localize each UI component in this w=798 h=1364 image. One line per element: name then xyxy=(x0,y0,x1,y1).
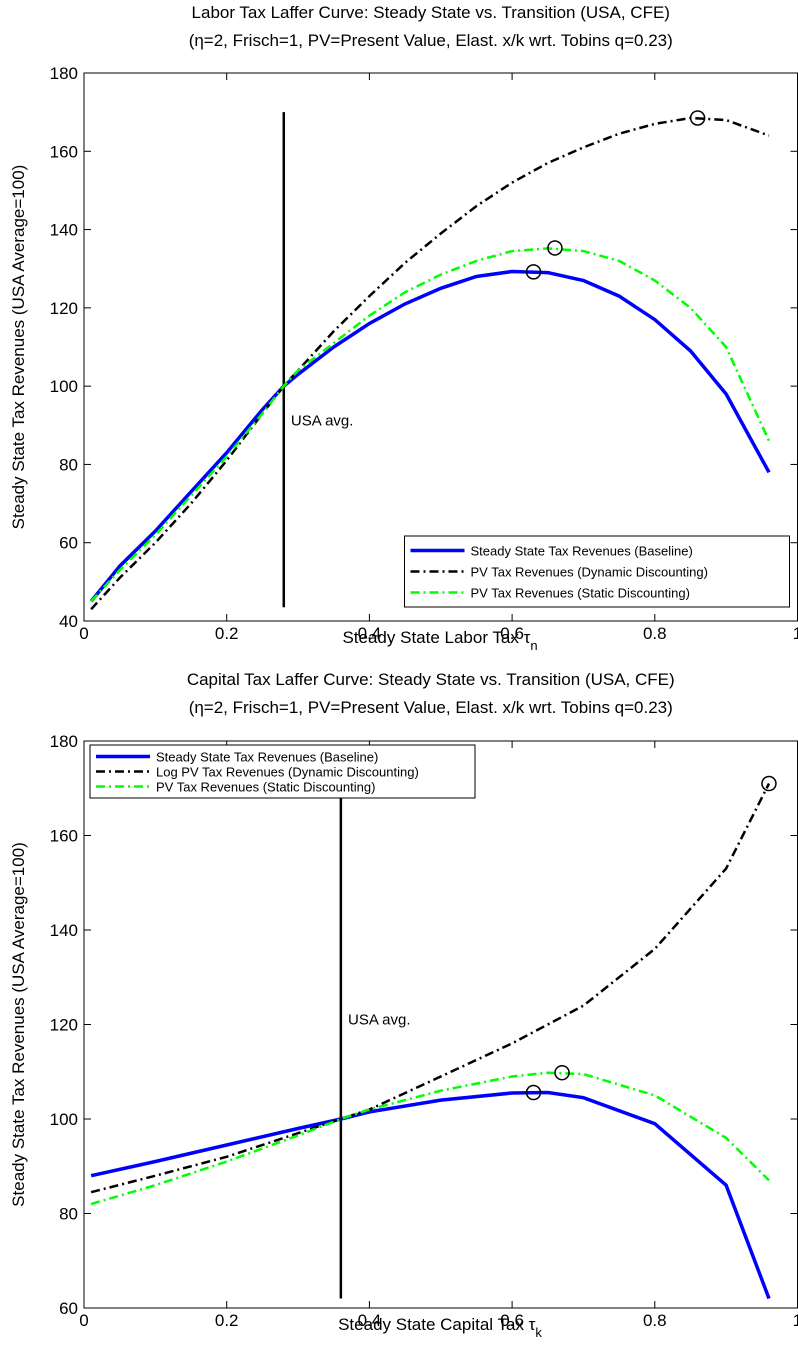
x-tick-label: 0 xyxy=(79,624,88,643)
y-tick-label: 60 xyxy=(59,1299,78,1318)
chart-title: (η=2, Frisch=1, PV=Present Value, Elast.… xyxy=(189,31,673,50)
legend-box xyxy=(89,744,476,799)
y-tick-label: 60 xyxy=(59,534,78,553)
legend-label: PV Tax Revenues (Dynamic Discounting) xyxy=(471,565,708,580)
x-tick-label: 0.6 xyxy=(500,624,524,643)
x-tick-label: 0.4 xyxy=(358,624,382,643)
x-axis-label: Steady State Capital Tax τk xyxy=(338,1315,542,1340)
max-marker xyxy=(547,240,563,256)
series-line xyxy=(90,247,771,603)
legend-label: PV Tax Revenues (Static Discounting) xyxy=(471,586,690,601)
x-axis-label-main: Steady State Labor Tax τ xyxy=(342,628,530,647)
max-marker xyxy=(689,110,706,126)
y-tick-label: 160 xyxy=(50,142,78,161)
max-marker xyxy=(554,1064,570,1081)
x-tick-label: 1 xyxy=(793,624,798,643)
y-axis-label: Steady State Tax Revenues (USA Average=1… xyxy=(9,165,28,530)
x-axis-label-sub: n xyxy=(530,638,537,653)
y-tick-label: 80 xyxy=(59,455,78,474)
x-tick-label: 0.2 xyxy=(215,1311,239,1330)
y-axis-label: Steady State Tax Revenues (USA Average=1… xyxy=(9,842,28,1207)
x-tick-label: 0.8 xyxy=(643,1311,667,1330)
x-tick-label: 0.8 xyxy=(643,624,667,643)
x-axis-label-main: Steady State Capital Tax τ xyxy=(338,1315,536,1334)
annotation: USA avg. xyxy=(291,412,354,429)
y-tick-label: 80 xyxy=(59,1205,78,1224)
y-tick-label: 140 xyxy=(50,221,78,240)
legend-box xyxy=(404,535,790,608)
legend-label: PV Tax Revenues (Static Discounting) xyxy=(156,780,375,795)
axes-box xyxy=(83,72,798,622)
legend-label: Steady State Tax Revenues (Baseline) xyxy=(156,750,378,765)
y-tick-label: 100 xyxy=(50,377,78,396)
chart-title: Labor Tax Laffer Curve: Steady State vs.… xyxy=(192,3,670,22)
series-line xyxy=(90,116,770,611)
y-tick-label: 180 xyxy=(50,64,78,83)
chart-title: Capital Tax Laffer Curve: Steady State v… xyxy=(187,670,675,689)
x-tick-label: 1 xyxy=(793,1311,798,1330)
x-axis-label: Steady State Labor Tax τn xyxy=(342,628,537,653)
series-line xyxy=(90,782,771,1194)
chart-title: (η=2, Frisch=1, PV=Present Value, Elast.… xyxy=(189,698,673,717)
series-line xyxy=(90,1090,771,1300)
series-line xyxy=(89,269,771,603)
series-line xyxy=(90,1071,770,1206)
y-tick-label: 160 xyxy=(50,827,78,846)
y-tick-label: 40 xyxy=(59,612,78,631)
y-tick-label: 100 xyxy=(50,1110,78,1129)
legend-label: Log PV Tax Revenues (Dynamic Discounting… xyxy=(156,765,419,780)
y-tick-label: 120 xyxy=(50,1016,78,1035)
max-marker xyxy=(761,775,777,792)
x-tick-label: 0 xyxy=(79,1311,88,1330)
max-marker xyxy=(525,264,542,280)
y-tick-label: 120 xyxy=(50,299,78,318)
legend-label: Steady State Tax Revenues (Baseline) xyxy=(471,544,693,559)
y-tick-label: 180 xyxy=(50,732,78,751)
x-tick-label: 0.6 xyxy=(500,1311,524,1330)
x-tick-label: 0.4 xyxy=(358,1311,382,1330)
x-axis-label-sub: k xyxy=(535,1325,542,1340)
axes-box xyxy=(83,740,798,1309)
y-tick-label: 140 xyxy=(50,921,78,940)
x-tick-label: 0.2 xyxy=(215,624,239,643)
max-marker xyxy=(525,1084,542,1101)
annotation: USA avg. xyxy=(348,1012,411,1029)
